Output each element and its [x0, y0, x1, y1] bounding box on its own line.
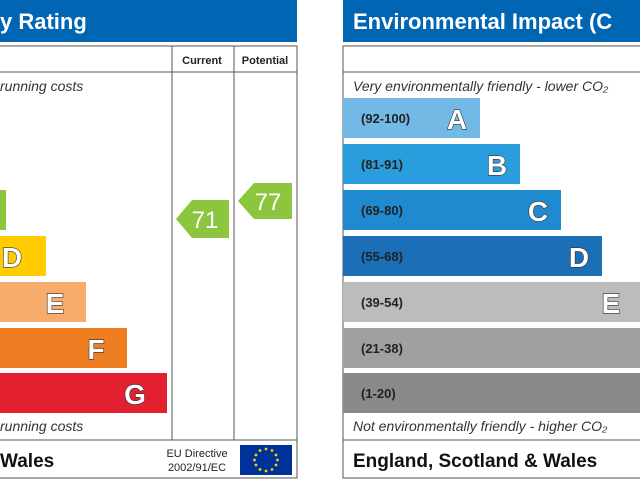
impact-band [343, 236, 602, 276]
current-rating: 71 [192, 207, 219, 234]
band-letter: E [46, 288, 65, 319]
band-range: (69-80) [361, 203, 403, 218]
footer-region: Wales [0, 451, 54, 472]
current-arrow [176, 200, 229, 238]
column-header: Current [182, 55, 222, 67]
band-range: (21-38) [361, 341, 403, 356]
impact-band [343, 328, 640, 368]
band-range: (39-54) [361, 295, 403, 310]
eu-stars [253, 447, 279, 473]
potential-rating: 77 [255, 189, 282, 216]
band-letter: A [447, 104, 467, 135]
rating-band [0, 282, 86, 322]
band-range: (1-20) [361, 386, 396, 401]
bottom-note: running costs [0, 418, 83, 434]
rating-band [0, 236, 46, 276]
band-group: (92-100) A (81-91) B (69-80) C (55-68) D (39-54)… [343, 98, 640, 413]
potential-arrow [238, 183, 292, 219]
impact-band [343, 144, 520, 184]
rating-band [0, 328, 127, 368]
panel-title: Environmental Impact (C [353, 9, 612, 34]
panel-frame [0, 45, 298, 479]
rating-band [0, 190, 6, 230]
band-letter: B [487, 150, 507, 181]
footer-region: England, Scotland & Wales [353, 451, 597, 472]
band-letter: D [569, 242, 589, 273]
impact-band [343, 190, 561, 230]
band-range: (81-91) [361, 157, 403, 172]
column-header: Potential [242, 55, 288, 67]
header-band [0, 0, 297, 42]
header-band [343, 0, 640, 42]
impact-band [343, 282, 640, 322]
band-letter: D [2, 242, 22, 273]
band-letter: C [528, 196, 548, 227]
bottom-note: Not environmentally friendly - higher CO… [353, 418, 608, 434]
directive: 2002/91/EC [168, 462, 226, 474]
band-letter: F [87, 334, 104, 365]
rating-band [0, 373, 167, 413]
band-range: (55-68) [361, 249, 403, 264]
impact-band [343, 373, 640, 413]
band-letter: G [124, 379, 146, 410]
band-range: (92-100) [361, 111, 410, 126]
impact-band [343, 98, 480, 138]
band-letter: E [602, 288, 621, 319]
top-note: running costs [0, 78, 83, 94]
panel-title: y Rating [0, 9, 87, 34]
directive: EU Directive [166, 448, 227, 460]
top-note: Very environmentally friendly - lower CO… [353, 78, 609, 94]
